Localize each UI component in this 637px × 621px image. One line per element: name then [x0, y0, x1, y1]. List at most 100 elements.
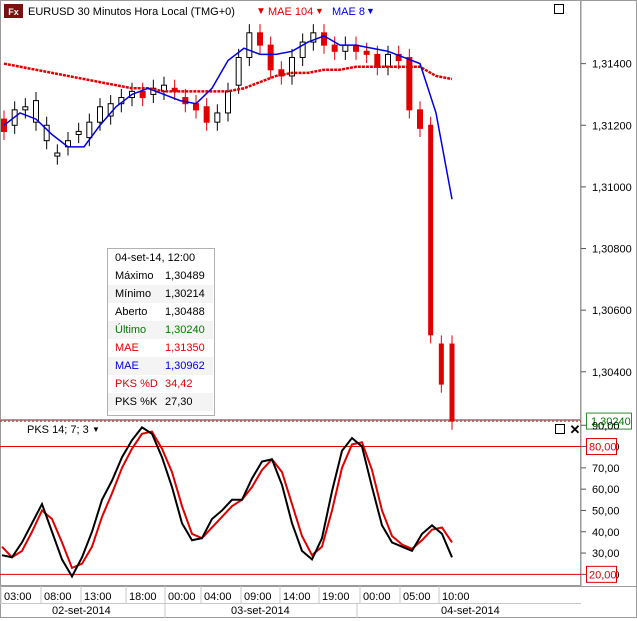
candle-body	[438, 343, 444, 385]
tooltip-date: 04-set-14, 12:00	[115, 252, 196, 264]
last-price-box	[586, 412, 632, 430]
time-label: 13:00	[84, 591, 112, 603]
time-label: 19:00	[322, 591, 350, 603]
candle-body	[214, 112, 221, 123]
time-label: 04:00	[204, 591, 232, 603]
osc-tick-label: 40,00	[592, 527, 620, 539]
price-tick-label: 1,30400	[592, 367, 632, 379]
candle-body	[86, 121, 93, 139]
tooltip-value: 1,30488	[165, 306, 205, 318]
tooltip-row: PKS %K 27,30	[108, 393, 213, 411]
time-label: 00:00	[168, 591, 196, 603]
osc-tick-label: 50,00	[592, 505, 620, 517]
time-label: 14:00	[283, 591, 311, 603]
candle-body	[193, 103, 199, 111]
price-tick-label: 1,31400	[592, 59, 632, 71]
candle-body	[43, 124, 50, 142]
price-tick-label: 1,30600	[592, 305, 632, 317]
tooltip-row: PKS %D 34,42	[108, 375, 213, 393]
time-label: 09:00	[244, 591, 272, 603]
tooltip-value: 1,31350	[165, 342, 205, 354]
tooltip-row: MAE 1,30962	[108, 357, 213, 375]
price-tick-label: 1,31000	[592, 182, 632, 194]
candle-body	[299, 41, 306, 58]
tooltip-value: 1,30240	[165, 324, 205, 336]
mae-slow-dropdown-icon[interactable]: ▼	[315, 6, 324, 16]
candle-body	[428, 124, 434, 336]
time-label: 05:00	[403, 591, 431, 603]
time-label: 18:00	[129, 591, 157, 603]
mae-slow-arrow-icon[interactable]: ▼	[256, 6, 266, 17]
candle-body	[246, 32, 253, 58]
osc-tick-label: 60,00	[592, 484, 620, 496]
candle-body	[54, 152, 61, 157]
tooltip-date-row: 04-set-14, 12:00	[108, 249, 213, 267]
candle-body	[342, 44, 349, 52]
candle-body	[267, 44, 274, 71]
tooltip-key: Último	[115, 324, 147, 336]
mae-fast-dropdown-icon[interactable]: ▼	[366, 6, 375, 16]
maximize-icon[interactable]	[554, 4, 564, 14]
oscillator-axis: 90,00 80,00 70,00 60,00 50,00 40,00 30,00 20,00…	[581, 420, 620, 583]
fx-badge[interactable]	[4, 4, 23, 18]
tooltip-key: MAE	[115, 360, 139, 372]
tooltip-value: 1,30489	[165, 270, 205, 282]
candle-body	[310, 32, 317, 43]
price-plot	[0, 24, 581, 430]
pks-title[interactable]: PKS 14; 7; 3	[27, 424, 89, 436]
price-tick-label: 1,30800	[592, 244, 632, 256]
tooltip-row: Último 1,30240	[108, 321, 213, 339]
osc-level-box	[586, 565, 617, 583]
mae-8-line	[3, 35, 453, 200]
candle-body	[75, 130, 82, 136]
symbol-title: EURUSD 30 Minutos Hora Local (TMG+0)	[28, 6, 235, 18]
candle-body	[225, 90, 231, 114]
candle-body	[406, 56, 413, 111]
tooltip-key: Mínimo	[115, 288, 152, 300]
last-price-label: 1,30240	[591, 416, 631, 428]
oscillator-plot	[0, 426, 581, 579]
candle-body	[289, 56, 295, 77]
candle-body	[395, 53, 402, 62]
mae-104-line	[3, 62, 453, 93]
time-label: 08:00	[44, 591, 72, 603]
mae-fast-label[interactable]: MAE 8	[332, 6, 365, 18]
candle-body	[97, 106, 103, 123]
pks-dropdown-icon[interactable]: ▼	[92, 425, 100, 434]
tooltip-row: MAE 1,31350	[108, 339, 213, 357]
osc-tick-label: 70,00	[592, 463, 620, 475]
osc-tick-label: 30,00	[592, 548, 620, 560]
tooltip-row: Máximo 1,30489	[108, 267, 213, 285]
tooltip-key: PKS %K	[115, 396, 158, 408]
tooltip-row: Aberto 1,30488	[108, 303, 213, 321]
candle-body	[321, 32, 327, 46]
time-label: 03:00	[4, 591, 32, 603]
time-label: 10:00	[442, 591, 470, 603]
osc-maximize-icon[interactable]	[555, 424, 565, 434]
osc-level-label: 20,00	[589, 569, 617, 581]
osc-close-icon[interactable]: ✕	[570, 422, 581, 437]
osc-level-box	[586, 438, 617, 456]
tooltip-key: Aberto	[115, 306, 148, 318]
candle-body	[449, 343, 455, 422]
date-label: 02-set-2014	[52, 605, 111, 617]
osc-tick-label: 90,00	[592, 420, 620, 432]
candle-body	[385, 53, 391, 68]
price-axis: 1,31400 1,31200 1,31000 1,30800 1,30600 1,304…	[581, 59, 632, 430]
candle-body	[33, 100, 39, 123]
time-label: 00:00	[363, 591, 391, 603]
pks-k-line	[1, 426, 453, 579]
date-label: 04-set-2014	[441, 605, 500, 617]
time-axis: 03:00 08:00 13:00 18:00 00:00 04:00 09:00 14:00…	[0, 586, 500, 618]
date-label: 03-set-2014	[231, 605, 290, 617]
tooltip-value: 27,30	[165, 396, 193, 408]
tooltip-row: Mínimo 1,30214	[108, 285, 213, 303]
mae-slow-label[interactable]: MAE 104	[268, 6, 313, 18]
tooltip-key: Máximo	[115, 270, 154, 282]
price-tick-label: 1,31200	[592, 120, 632, 132]
fx-badge-text: Fx	[8, 7, 19, 17]
candle-body	[203, 106, 210, 123]
